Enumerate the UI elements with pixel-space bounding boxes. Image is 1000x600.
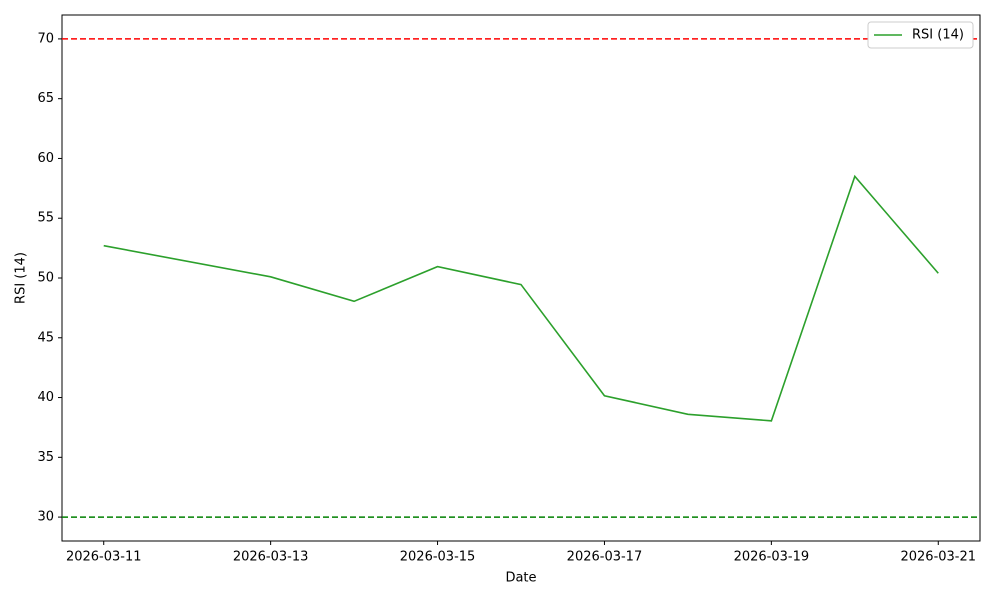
x-axis-label: Date [505, 571, 536, 586]
x-tick-label: 2026-03-19 [734, 550, 810, 565]
y-tick-label: 65 [37, 91, 54, 106]
y-tick-label: 55 [37, 211, 54, 226]
x-tick-label: 2026-03-13 [233, 550, 309, 565]
plot-frame [61, 14, 981, 542]
x-tick-label: 2026-03-15 [400, 550, 476, 565]
x-tick-label: 2026-03-21 [900, 550, 976, 565]
y-tick-label: 50 [37, 271, 54, 286]
y-tick-label: 70 [37, 31, 54, 46]
y-axis-label: RSI (14) [14, 252, 29, 304]
x-tick-label: 2026-03-11 [66, 550, 142, 565]
y-tick-label: 40 [37, 390, 54, 405]
series-line [103, 174, 939, 422]
legend-label: RSI (14) [912, 28, 964, 43]
y-tick-label: 35 [37, 450, 54, 465]
y-tick-label: 60 [37, 151, 54, 166]
y-tick-label: 45 [37, 330, 54, 345]
x-tick-label: 2026-03-17 [567, 550, 643, 565]
legend-box [867, 21, 974, 49]
y-tick-label: 30 [37, 510, 54, 525]
